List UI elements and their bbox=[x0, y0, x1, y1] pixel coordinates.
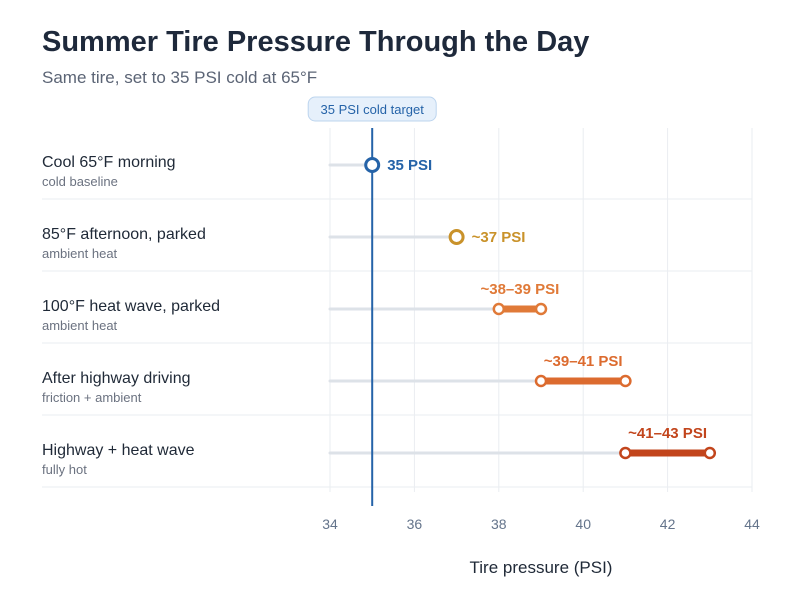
value-label: ~38–39 PSI bbox=[480, 281, 559, 298]
value-label: ~39–41 PSI bbox=[544, 353, 623, 370]
range-high-point bbox=[619, 374, 632, 388]
row-sublabel: friction + ambient bbox=[42, 390, 142, 405]
row-label: After highway driving bbox=[42, 370, 191, 387]
x-tick-label: 38 bbox=[491, 516, 507, 532]
value-point bbox=[448, 229, 465, 245]
value-label: 35 PSI bbox=[387, 157, 432, 174]
value-label: ~37 PSI bbox=[472, 229, 526, 246]
row-label: 85°F afternoon, parked bbox=[42, 226, 206, 243]
range-high-point bbox=[534, 302, 548, 316]
reference-label: 35 PSI cold target bbox=[321, 102, 425, 117]
value-label: ~41–43 PSI bbox=[628, 425, 707, 442]
x-tick-label: 34 bbox=[322, 516, 338, 532]
range-high-point bbox=[703, 446, 717, 460]
row-label: Highway + heat wave bbox=[42, 442, 195, 459]
x-tick-label: 42 bbox=[660, 516, 676, 532]
range-low-point bbox=[619, 446, 632, 460]
x-axis-title: Tire pressure (PSI) bbox=[470, 558, 613, 577]
row-label: Cool 65°F morning bbox=[42, 154, 176, 171]
range-low-point bbox=[534, 374, 548, 388]
value-point bbox=[364, 157, 381, 173]
row-sublabel: ambient heat bbox=[42, 246, 118, 261]
chart-title: Summer Tire Pressure Through the Day bbox=[42, 26, 590, 58]
row-label: 100°F heat wave, parked bbox=[42, 298, 220, 315]
row-sublabel: fully hot bbox=[42, 462, 87, 477]
x-tick-label: 40 bbox=[575, 516, 591, 532]
x-tick-label: 36 bbox=[407, 516, 423, 532]
reference-label-pill bbox=[307, 96, 437, 122]
chart-subtitle: Same tire, set to 35 PSI cold at 65°F bbox=[42, 68, 318, 87]
row-sublabel: ambient heat bbox=[42, 318, 118, 333]
x-tick-label: 44 bbox=[744, 516, 760, 532]
row-sublabel: cold baseline bbox=[42, 174, 118, 189]
range-low-point bbox=[492, 302, 506, 316]
